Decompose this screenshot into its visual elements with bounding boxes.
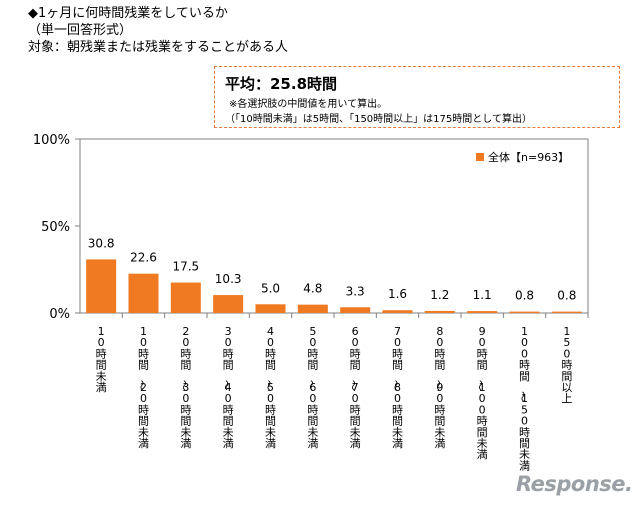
x-tick-label: 4 0 時間〜5 0 時間未満 bbox=[262, 325, 276, 450]
y-tick-label: 0% bbox=[49, 307, 70, 322]
bar bbox=[509, 311, 540, 313]
legend-swatch bbox=[476, 153, 484, 161]
y-tick-label: 50% bbox=[41, 220, 70, 235]
data-label: 22.6 bbox=[130, 251, 157, 265]
data-label: 0.8 bbox=[557, 289, 576, 303]
bar bbox=[424, 310, 455, 313]
data-label: 4.8 bbox=[303, 282, 322, 296]
bar bbox=[297, 304, 328, 313]
data-label: 1.6 bbox=[388, 287, 407, 301]
bar bbox=[255, 304, 286, 313]
bar bbox=[86, 259, 117, 313]
bar bbox=[340, 307, 371, 313]
x-tick-label: 3 0 時間〜4 0 時間未満 bbox=[220, 325, 234, 450]
data-label: 1.2 bbox=[430, 288, 449, 302]
x-tick-label: 1 5 0 時間以上 bbox=[561, 325, 572, 405]
average-note-1: ※各選択肢の中間値を用いて算出。 bbox=[229, 99, 388, 110]
x-tick-label: 1 0 0 時間〜1 5 0 時間未満 bbox=[516, 325, 530, 472]
bar bbox=[467, 311, 498, 313]
x-tick-label: 1 0 時間未満 bbox=[96, 325, 107, 394]
answer-format-label: （単一回答形式） bbox=[28, 23, 133, 38]
data-label: 5.0 bbox=[261, 281, 280, 295]
x-tick-label: 8 0 時間〜9 0 時間未満 bbox=[431, 325, 445, 450]
average-box: 平均：25.8時間 ※各選択肢の中間値を用いて算出。 （「10時間未満」は5時間… bbox=[214, 66, 620, 128]
data-label: 0.8 bbox=[515, 289, 534, 303]
target-respondents-label: 対象：朝残業または残業をすることがある人 bbox=[28, 40, 289, 55]
x-tick-label: 7 0 時間〜8 0 時間未満 bbox=[389, 325, 403, 450]
bar bbox=[128, 273, 159, 313]
data-label: 3.3 bbox=[346, 284, 365, 298]
y-tick-label: 100% bbox=[33, 133, 70, 148]
bar bbox=[170, 282, 201, 313]
average-note-2: （「10時間未満」は5時間、「150時間以上」は175時間として算出） bbox=[225, 114, 532, 125]
x-tick-label: 6 0 時間〜7 0 時間未満 bbox=[347, 325, 361, 450]
bar bbox=[213, 295, 244, 313]
chart-heading: ◆1ヶ月に何時間残業をしているか bbox=[28, 6, 228, 21]
data-label: 17.5 bbox=[172, 260, 199, 274]
watermark-logo: Response. bbox=[516, 472, 633, 496]
x-tick-label: 2 0 時間〜3 0 時間未満 bbox=[177, 325, 191, 450]
bar bbox=[382, 310, 413, 313]
x-tick-label: 5 0 時間〜6 0 時間未満 bbox=[304, 325, 318, 450]
bar bbox=[551, 311, 582, 313]
x-tick-label: 1 0 時間〜2 0 時間未満 bbox=[135, 325, 149, 450]
data-label: 10.3 bbox=[215, 272, 242, 286]
legend-label: 全体【n=963】 bbox=[488, 150, 569, 164]
data-label: 1.1 bbox=[473, 288, 492, 302]
data-label: 30.8 bbox=[88, 236, 115, 250]
average-title: 平均：25.8時間 bbox=[225, 75, 338, 93]
x-tick-label: 9 0 時間〜1 0 0 時間未満 bbox=[474, 325, 488, 461]
